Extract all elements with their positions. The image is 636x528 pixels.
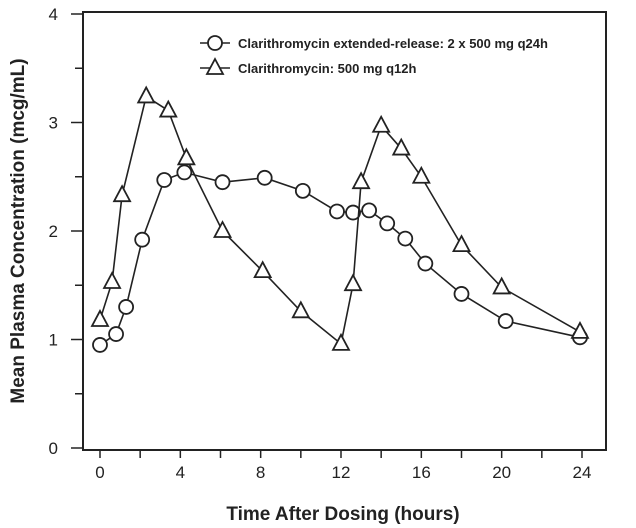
data-point-circle [453, 286, 470, 302]
data-point-circle [417, 255, 434, 272]
x-axis-label: Time After Dosing (hours) [226, 504, 459, 525]
x-tick-label: 4 [176, 463, 185, 482]
data-point-triangle [343, 273, 363, 292]
plot-frame [82, 11, 607, 451]
x-tick-label: 12 [332, 463, 351, 482]
data-point-triangle [136, 85, 156, 104]
y-tick-label: 4 [49, 5, 58, 24]
data-point-triangle [213, 220, 233, 238]
data-point-circle [92, 337, 108, 353]
data-point-triangle [371, 114, 391, 133]
legend-label-1: Clarithromycin: 500 mg q12h [238, 61, 416, 76]
data-point-circle [134, 231, 151, 248]
series-line [99, 95, 581, 346]
y-tick-label: 0 [49, 439, 58, 458]
y-tick-label: 2 [49, 222, 58, 241]
data-point-circle [379, 215, 396, 232]
data-point-triangle [351, 171, 371, 190]
data-point-circle [345, 204, 361, 221]
data-point-triangle [102, 271, 122, 289]
x-tick-label: 20 [492, 463, 511, 482]
data-point-circle [294, 182, 311, 199]
y-tick-label: 1 [49, 331, 58, 350]
y-tick-label: 3 [49, 114, 58, 133]
data-point-triangle [570, 320, 590, 339]
x-tick-label: 16 [412, 463, 431, 482]
legend-label-0: Clarithromycin extended-release: 2 x 500… [238, 36, 548, 51]
data-point-circle [329, 203, 345, 220]
x-tick-label: 8 [256, 463, 265, 482]
data-point-circle [256, 169, 273, 186]
series-0 [92, 164, 588, 353]
data-point-triangle [492, 276, 512, 295]
data-point-circle [176, 164, 193, 181]
data-point-circle [397, 230, 414, 247]
data-point-triangle [253, 260, 273, 279]
data-point-triangle [291, 300, 311, 319]
legend: Clarithromycin extended-release: 2 x 500… [200, 35, 548, 76]
legend-marker-1 [205, 57, 225, 75]
data-point-triangle [158, 99, 178, 118]
y-axis-label: Mean Plasma Concentration (mcg/mL) [8, 58, 29, 403]
data-point-triangle [90, 309, 110, 327]
x-tick-label: 24 [573, 463, 592, 482]
legend-marker-0 [207, 35, 223, 51]
data-point-triangle [391, 137, 411, 156]
data-point-triangle [411, 165, 431, 184]
data-point-triangle [112, 184, 132, 203]
data-point-triangle [452, 234, 471, 253]
data-point-circle [497, 313, 514, 329]
data-point-triangle [176, 147, 196, 166]
x-tick-label: 0 [95, 463, 104, 482]
data-point-triangle [331, 332, 351, 351]
data-point-circle [108, 326, 124, 342]
series-1 [90, 85, 590, 351]
data-point-circle [118, 299, 135, 315]
data-point-circle [156, 172, 173, 188]
data-point-circle [214, 174, 231, 191]
data-point-circle [361, 202, 378, 219]
